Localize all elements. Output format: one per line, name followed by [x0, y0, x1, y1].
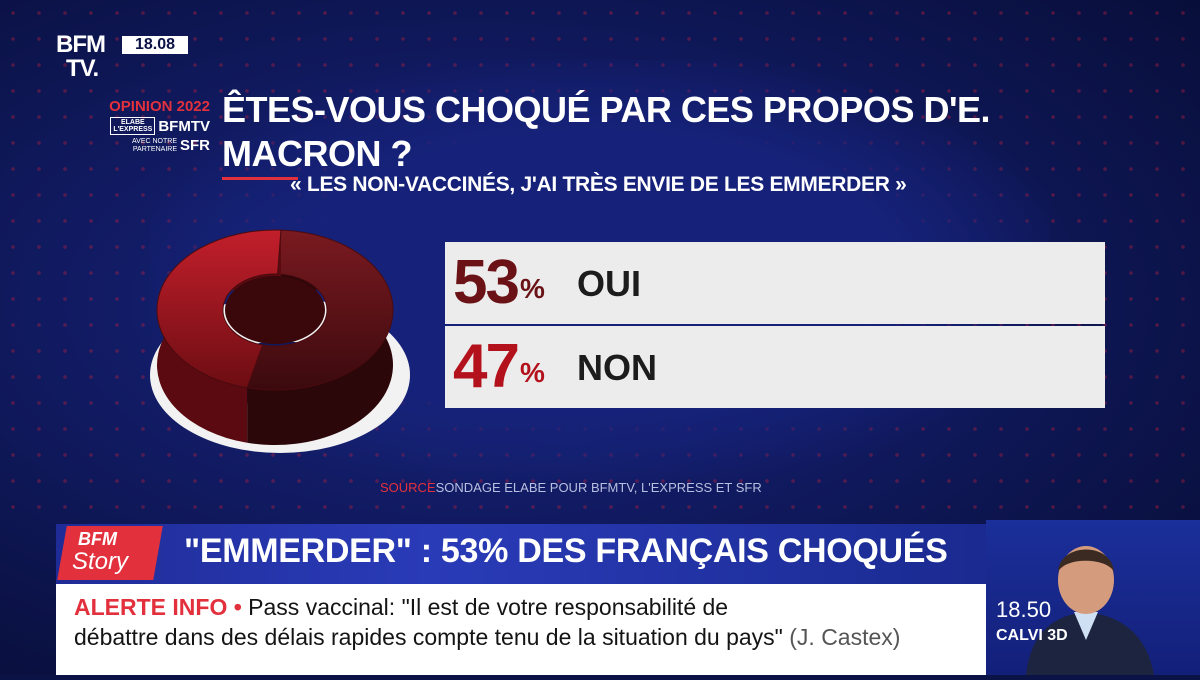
alert-line1: ALERTE INFO • Pass vaccinal: "Il est de …: [74, 594, 728, 621]
clock: 18.08: [122, 36, 188, 54]
elabe-line1: ELABE: [120, 119, 145, 126]
sfr-logo: SFR: [180, 137, 210, 154]
alert-ticker: [56, 584, 986, 675]
next-program-time: 18.50: [996, 597, 1052, 622]
source-label: SOURCE: [380, 480, 436, 495]
title-underline: [222, 177, 298, 180]
elabe-line2: L'EXPRESS: [113, 126, 153, 133]
alert-text2: débattre dans des délais rapides compte …: [74, 624, 783, 650]
alert-tag: ALERTE INFO •: [74, 594, 242, 620]
result-value-non: 47: [453, 332, 520, 401]
result-percent-non: 47%: [453, 332, 545, 402]
percent-sign: %: [519, 357, 545, 388]
result-label-oui: OUI: [577, 263, 642, 304]
result-bar-oui: 53% OUI: [445, 242, 1105, 324]
opinion-partner-row: AVEC NOTRE PARTENAIRE SFR: [86, 137, 210, 154]
donut-center-hole: [225, 276, 325, 344]
presenter-avatar: [1026, 546, 1154, 675]
bfm-story-logo: BFM Story: [57, 526, 172, 580]
alert-attribution: (J. Castex): [789, 624, 901, 650]
question-quote: « LES NON-VACCINÉS, J'AI TRÈS ENVIE DE L…: [290, 173, 907, 196]
result-bar-non: 47% NON: [445, 326, 1105, 408]
result-label-non: NON: [577, 347, 657, 388]
source-text: SONDAGE ELABE POUR BFMTV, L'EXPRESS ET S…: [435, 480, 762, 495]
opinion-block: OPINION 2022 ELABE L'EXPRESS BFMTV AVEC …: [86, 98, 210, 154]
presenter-panel: [986, 520, 1200, 675]
alert-line2: débattre dans des délais rapides compte …: [74, 624, 900, 651]
partner-text-line1: AVEC NOTRE: [132, 137, 177, 145]
percent-sign: %: [519, 273, 545, 304]
donut-slices: [156, 229, 394, 445]
partner-text: AVEC NOTRE PARTENAIRE: [132, 138, 177, 154]
bfmtv-logo: BFMTV: [158, 117, 210, 135]
result-percent-oui: 53%: [453, 248, 545, 318]
donut-chart: [150, 229, 410, 453]
story-headline: "EMMERDER" : 53% DES FRANÇAIS CHOQUÉS: [184, 532, 948, 570]
opinion-title: OPINION 2022: [109, 98, 210, 115]
channel-logo-line2: TV.: [66, 55, 99, 82]
story-banner: [56, 524, 986, 584]
question-title: ÊTES-VOUS CHOQUÉ PAR CES PROPOS D'E. MAC…: [222, 89, 991, 174]
story-logo-top: BFM: [78, 529, 117, 549]
channel-logo: BFM TV.: [56, 31, 106, 82]
story-logo-bottom: Story: [72, 548, 129, 575]
alert-text1: Pass vaccinal: "Il est de votre responsa…: [248, 594, 729, 620]
source-line: SOURCESONDAGE ELABE POUR BFMTV, L'EXPRES…: [380, 480, 762, 495]
donut-slice-non: [156, 229, 282, 389]
result-value-oui: 53: [453, 248, 520, 317]
donut-slice-oui: [246, 229, 394, 391]
elabe-logo: ELABE L'EXPRESS: [110, 117, 156, 135]
next-program-name: CALVI 3D: [996, 627, 1068, 644]
opinion-brand-row: ELABE L'EXPRESS BFMTV: [86, 117, 210, 135]
partner-text-line2: PARTENAIRE: [132, 145, 177, 153]
channel-logo-line1: BFM: [56, 31, 106, 58]
